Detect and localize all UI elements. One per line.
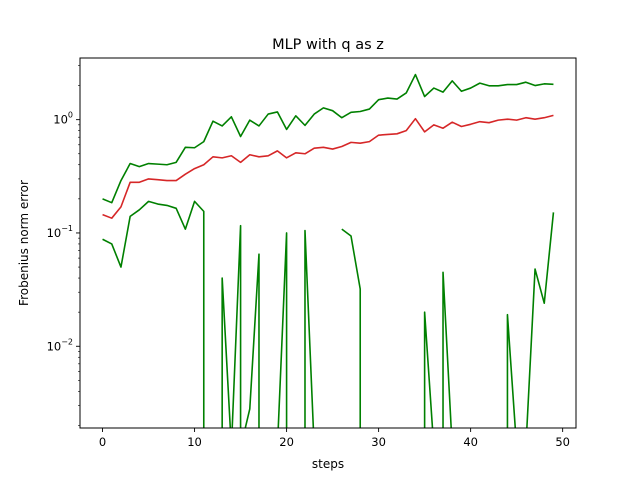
x-tick-label: 20 xyxy=(279,435,294,449)
x-tick-label: 30 xyxy=(371,435,386,449)
chart-title: MLP with q as z xyxy=(272,37,384,53)
series-layer xyxy=(102,73,555,428)
series-line-upper xyxy=(102,73,554,204)
plot-frame xyxy=(79,57,577,429)
y-tick-label: 10−2 xyxy=(47,337,73,353)
series-line-mean xyxy=(102,114,554,219)
y-tick-label: 100 xyxy=(53,111,73,127)
x-axis: 0 10 20 30 40 50 xyxy=(99,428,570,449)
y-axis-label: Frobenius norm error xyxy=(17,180,31,306)
y-tick-label: 10−1 xyxy=(47,224,73,240)
series-line-lower xyxy=(102,200,555,428)
x-tick-label: 40 xyxy=(463,435,478,449)
y-axis: 10−2 10−1 100 xyxy=(47,65,80,426)
x-tick-label: 50 xyxy=(555,435,570,449)
x-axis-label: steps xyxy=(312,457,344,471)
x-tick-label: 10 xyxy=(187,435,202,449)
x-tick-label: 0 xyxy=(99,435,106,449)
